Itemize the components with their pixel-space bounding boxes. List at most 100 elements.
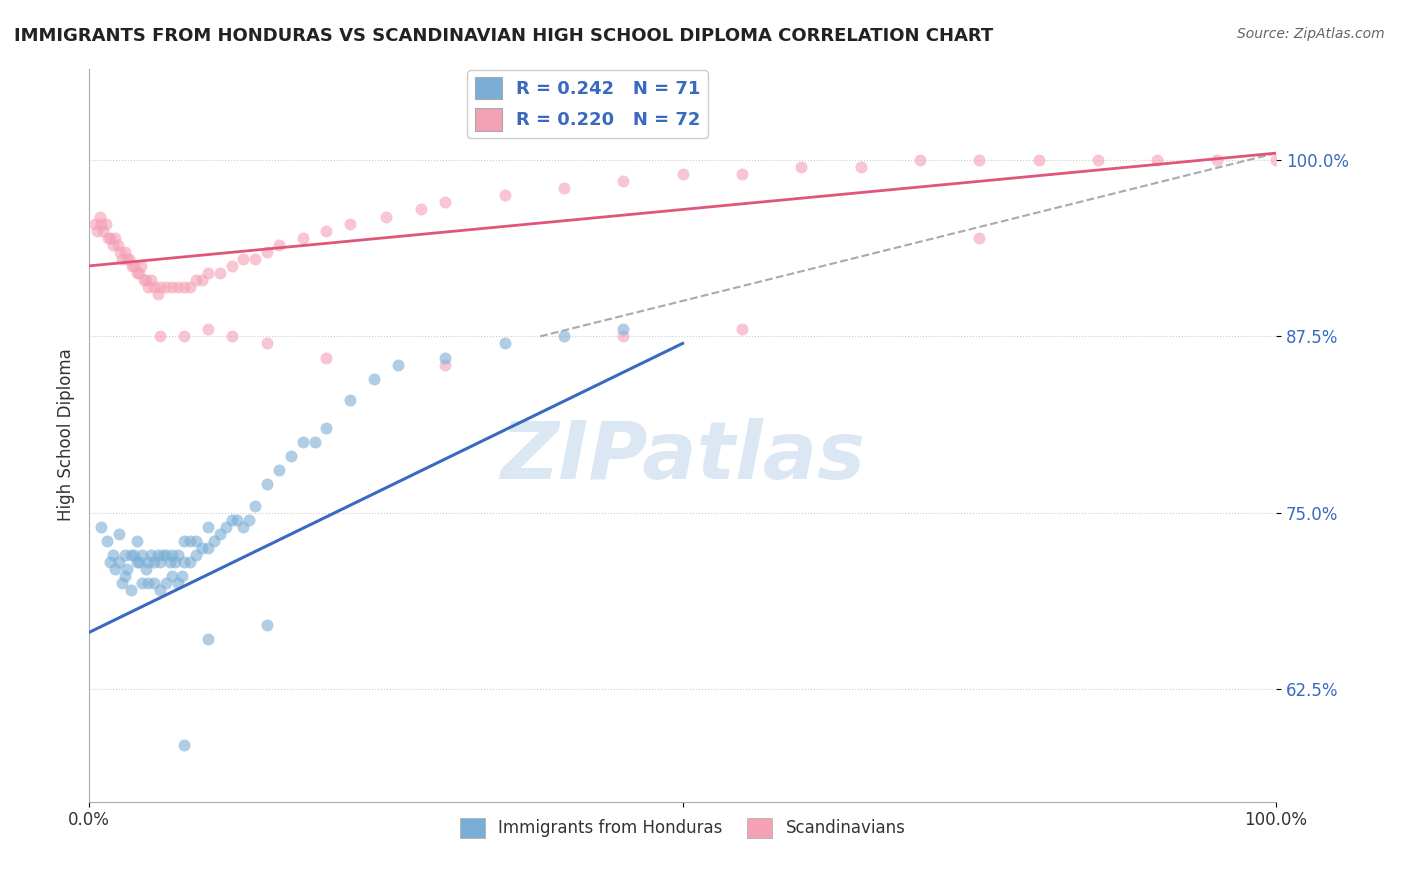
Point — [245, 499, 267, 513]
Point — [114, 548, 136, 562]
Point — [553, 329, 575, 343]
Point — [494, 336, 516, 351]
Point — [208, 526, 231, 541]
Point — [612, 174, 634, 188]
Point — [120, 548, 142, 562]
Point — [167, 280, 190, 294]
Point — [191, 541, 214, 555]
Point — [232, 252, 254, 266]
Point — [138, 280, 160, 294]
Point — [304, 435, 326, 450]
Point — [612, 322, 634, 336]
Point — [89, 210, 111, 224]
Point — [908, 153, 931, 168]
Y-axis label: High School Diploma: High School Diploma — [58, 349, 75, 522]
Point — [101, 237, 124, 252]
Point — [221, 513, 243, 527]
Point — [1028, 153, 1050, 168]
Point — [107, 237, 129, 252]
Point — [160, 280, 183, 294]
Point — [179, 280, 201, 294]
Point — [122, 259, 145, 273]
Point — [115, 562, 138, 576]
Point — [159, 555, 181, 569]
Point — [143, 555, 166, 569]
Point — [167, 576, 190, 591]
Point — [108, 244, 131, 259]
Point — [197, 266, 219, 280]
Text: ZIPatlas: ZIPatlas — [501, 418, 865, 496]
Point — [155, 280, 177, 294]
Point — [280, 449, 302, 463]
Point — [146, 548, 169, 562]
Point — [90, 519, 112, 533]
Point — [125, 555, 148, 569]
Point — [163, 555, 186, 569]
Point — [256, 244, 278, 259]
Point — [221, 329, 243, 343]
Legend: Immigrants from Honduras, Scandinavians: Immigrants from Honduras, Scandinavians — [453, 811, 912, 845]
Point — [363, 372, 385, 386]
Point — [173, 280, 195, 294]
Point — [100, 555, 122, 569]
Point — [125, 533, 148, 548]
Point — [173, 329, 195, 343]
Point — [184, 533, 207, 548]
Point — [173, 738, 195, 752]
Point — [434, 195, 457, 210]
Point — [111, 576, 134, 591]
Point — [731, 167, 754, 181]
Point — [125, 266, 148, 280]
Point — [129, 259, 152, 273]
Point — [208, 266, 231, 280]
Point — [114, 569, 136, 583]
Point — [1087, 153, 1109, 168]
Point — [197, 519, 219, 533]
Point — [149, 555, 172, 569]
Point — [155, 548, 177, 562]
Point — [114, 244, 136, 259]
Point — [94, 217, 117, 231]
Point — [146, 287, 169, 301]
Point — [91, 224, 114, 238]
Point — [179, 533, 201, 548]
Point — [122, 548, 145, 562]
Point — [191, 273, 214, 287]
Point — [1205, 153, 1227, 168]
Point — [671, 167, 693, 181]
Point — [111, 252, 134, 266]
Point — [121, 259, 143, 273]
Point — [291, 435, 314, 450]
Point — [173, 555, 195, 569]
Point — [138, 555, 160, 569]
Point — [128, 266, 150, 280]
Point — [173, 533, 195, 548]
Point — [104, 562, 127, 576]
Point — [245, 252, 267, 266]
Point — [107, 555, 129, 569]
Point — [96, 533, 118, 548]
Point — [221, 259, 243, 273]
Point — [143, 576, 166, 591]
Point — [101, 548, 124, 562]
Point — [100, 230, 122, 244]
Point — [411, 202, 433, 217]
Point — [132, 273, 155, 287]
Point — [197, 541, 219, 555]
Point — [232, 519, 254, 533]
Point — [214, 519, 236, 533]
Point — [97, 230, 120, 244]
Point — [315, 351, 337, 365]
Point — [149, 280, 172, 294]
Point — [267, 237, 290, 252]
Point — [374, 210, 396, 224]
Point — [184, 548, 207, 562]
Point — [238, 513, 260, 527]
Point — [131, 576, 153, 591]
Point — [160, 548, 183, 562]
Point — [434, 351, 457, 365]
Point — [135, 562, 157, 576]
Point — [120, 583, 142, 598]
Point — [107, 526, 129, 541]
Point — [434, 358, 457, 372]
